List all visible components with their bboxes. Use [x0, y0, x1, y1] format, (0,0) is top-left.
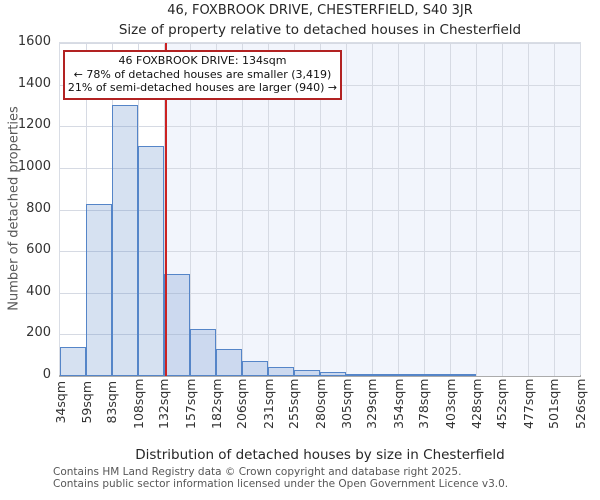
- histogram-bar-354sqm: [398, 374, 424, 376]
- v-gridline: [346, 43, 348, 376]
- x-tick-label: 59sqm: [78, 381, 94, 424]
- v-gridline: [371, 43, 373, 376]
- v-gridline: [190, 43, 191, 376]
- x-tick-label: 231sqm: [260, 378, 276, 429]
- footer-line-1: Contains HM Land Registry data © Crown c…: [53, 466, 462, 478]
- x-tick-label: 477sqm: [520, 378, 536, 429]
- v-gridline: [476, 43, 478, 376]
- x-tick-label: 280sqm: [312, 378, 328, 429]
- x-tick-label: 182sqm: [208, 378, 224, 429]
- v-gridline: [293, 43, 295, 376]
- x-tick-label: 305sqm: [338, 378, 354, 429]
- chart-title: 46, FOXBROOK DRIVE, CHESTERFIELD, S40 3J…: [167, 3, 473, 18]
- v-gridline: [398, 43, 400, 376]
- x-tick-label: 157sqm: [182, 378, 198, 429]
- y-tick-label: 800: [26, 200, 51, 216]
- histogram-bar-231sqm: [268, 366, 294, 376]
- histogram-bar-59sqm: [86, 204, 112, 376]
- histogram-bar-329sqm: [371, 374, 399, 376]
- histogram-bar-305sqm: [346, 373, 372, 376]
- x-tick-label: 428sqm: [468, 378, 484, 429]
- v-gridline: [320, 43, 321, 376]
- x-tick-label: 83sqm: [104, 381, 120, 424]
- annotation-smaller-line: ← 78% of detached houses are smaller (3,…: [73, 67, 332, 81]
- x-tick-label: 329sqm: [364, 378, 380, 429]
- v-gridline: [450, 43, 451, 376]
- x-tick-label: 501sqm: [546, 378, 562, 429]
- x-tick-label: 255sqm: [286, 378, 302, 429]
- y-tick-label: 0: [42, 367, 51, 382]
- v-gridline: [553, 43, 555, 376]
- x-tick-label: 378sqm: [416, 378, 432, 429]
- histogram-bar-157sqm: [190, 329, 217, 376]
- y-tick-label: 1400: [17, 75, 51, 91]
- v-gridline: [163, 43, 165, 376]
- v-gridline: [268, 43, 270, 376]
- histogram-bar-34sqm: [60, 346, 87, 376]
- y-tick-label: 600: [26, 242, 51, 258]
- chart-subtitle: Size of property relative to detached ho…: [118, 22, 522, 38]
- histogram-bar-280sqm: [320, 371, 347, 376]
- v-gridline: [423, 43, 425, 376]
- footer-line-2: Contains public sector information licen…: [53, 477, 509, 490]
- y-tick-label: 1600: [17, 34, 51, 49]
- v-gridline: [528, 43, 530, 376]
- v-gridline: [241, 43, 243, 376]
- y-tick-label: 1200: [17, 117, 51, 133]
- x-tick-label: 132sqm: [156, 378, 172, 429]
- histogram-bar-206sqm: [241, 361, 269, 376]
- histogram-bar-182sqm: [216, 348, 242, 376]
- x-tick-label: 34sqm: [52, 381, 68, 424]
- histogram-bar-108sqm: [138, 146, 164, 376]
- v-gridline: [216, 43, 218, 376]
- y-tick-label: 200: [26, 325, 51, 341]
- property-size-marker-line: [164, 43, 167, 376]
- x-axis-title: Distribution of detached houses by size …: [135, 447, 505, 463]
- histogram-bar-378sqm: [423, 374, 450, 376]
- annotation-property-line: 46 FOXBROOK DRIVE: 134sqm: [118, 54, 287, 67]
- y-tick-label: 400: [26, 283, 51, 299]
- x-tick-label: 526sqm: [572, 378, 588, 429]
- x-axis-line: [59, 375, 581, 377]
- histogram-bar-132sqm: [163, 274, 190, 376]
- x-tick-label: 108sqm: [130, 378, 146, 429]
- v-gridline: [501, 43, 503, 376]
- plot-area: [59, 42, 581, 377]
- histogram-bar-83sqm: [111, 105, 139, 376]
- x-tick-label: 452sqm: [494, 378, 510, 429]
- y-tick-label: 1000: [17, 158, 51, 174]
- property-annotation-box: 46 FOXBROOK DRIVE: 134sqm ← 78% of detac…: [63, 50, 342, 100]
- x-tick-label: 206sqm: [234, 378, 250, 429]
- annotation-larger-line: 21% of semi-detached houses are larger (…: [67, 81, 338, 94]
- histogram-bar-255sqm: [293, 369, 320, 376]
- footer-attribution: Contains HM Land Registry data © Crown c…: [53, 466, 509, 490]
- x-tick-label: 403sqm: [442, 378, 458, 429]
- x-tick-label: 354sqm: [390, 378, 406, 429]
- histogram-bar-403sqm: [450, 374, 477, 376]
